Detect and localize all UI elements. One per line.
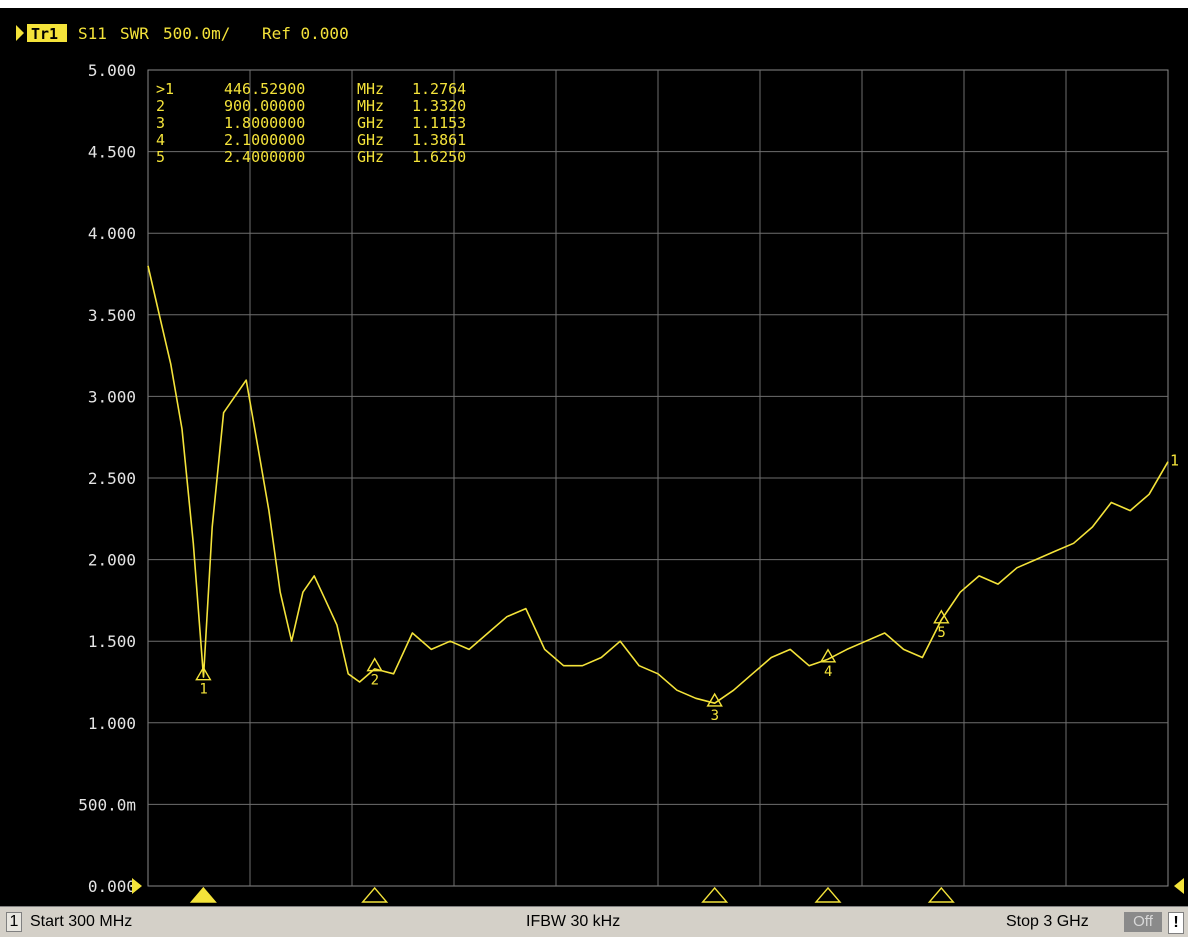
marker-table-unit: GHz xyxy=(357,131,384,149)
marker-4-triangle[interactable] xyxy=(819,648,837,663)
marker-table-frequency: 900.00000 xyxy=(224,97,305,115)
status-bar: 1 Start 300 MHz IFBW 30 kHz Stop 3 GHz O… xyxy=(0,906,1188,937)
trace-scale: 500.0m/ xyxy=(163,24,230,43)
marker-table-frequency: 1.8000000 xyxy=(224,114,305,132)
marker-4-position-icon[interactable] xyxy=(814,886,842,903)
marker-3-triangle[interactable] xyxy=(706,692,723,707)
marker-5-label: 5 xyxy=(937,625,945,641)
marker-table: >1 446.52900 MHz 1.2764 2 900.00000 MHz 1.3320 3… xyxy=(156,80,466,166)
trace-parameter: S11 xyxy=(78,24,107,43)
marker-layer: 1 2 3 4 5 xyxy=(195,609,950,724)
marker-1-label: 1 xyxy=(199,682,207,698)
marker-table-label: 2 xyxy=(156,97,165,115)
correction-off-badge[interactable]: Off xyxy=(1124,912,1162,932)
marker-1-triangle[interactable] xyxy=(195,666,212,681)
ref-level-arrow-icon[interactable] xyxy=(132,878,142,894)
marker-table-value: 1.3320 xyxy=(412,97,466,115)
trace-end-label: 1 xyxy=(1170,452,1179,470)
marker-table-frequency: 446.52900 xyxy=(224,80,305,98)
marker-2-position-icon[interactable] xyxy=(361,886,389,903)
y-tick-label: 3.500 xyxy=(88,306,136,325)
marker-5-position-icon[interactable] xyxy=(927,886,955,903)
start-frequency[interactable]: Start 300 MHz xyxy=(30,913,133,930)
marker-table-frequency: 2.4000000 xyxy=(224,148,305,166)
grid-lines xyxy=(148,70,1168,886)
marker-5-triangle[interactable] xyxy=(933,609,950,624)
stop-frequency[interactable]: Stop 3 GHz xyxy=(1006,913,1089,930)
marker-3-label: 3 xyxy=(711,708,719,724)
y-tick-label: 0.000 xyxy=(88,877,136,896)
marker-table-unit: MHz xyxy=(357,97,384,115)
swr-chart: Tr1 S11 SWR 500.0m/ Ref 0.000 5.000 4.500… xyxy=(16,24,1184,903)
swr-trace-line xyxy=(147,265,1169,705)
marker-3-position-icon[interactable] xyxy=(701,886,729,903)
y-tick-label: 1.500 xyxy=(88,632,136,651)
y-axis-tick-labels: 5.000 4.500 4.000 3.500 3.000 2.500 2.000 1.500… xyxy=(78,61,136,896)
marker-2-label: 2 xyxy=(371,673,379,689)
y-tick-label: 1.000 xyxy=(88,714,136,733)
marker-table-unit: GHz xyxy=(357,148,384,166)
trace-active-arrow-icon xyxy=(16,25,24,41)
marker-table-label: 5 xyxy=(156,148,165,166)
marker-table-label: 3 xyxy=(156,114,165,132)
marker-table-label: 4 xyxy=(156,131,165,149)
marker-table-unit: GHz xyxy=(357,114,384,132)
marker-table-label: >1 xyxy=(156,80,174,98)
trace-format: SWR xyxy=(120,24,149,43)
marker-table-value: 1.1153 xyxy=(412,114,466,132)
marker-4-label: 4 xyxy=(824,664,832,680)
trace-label-box xyxy=(27,24,67,42)
y-tick-label: 2.500 xyxy=(88,469,136,488)
vna-screen: Tr1 S11 SWR 500.0m/ Ref 0.000 5.000 4.500… xyxy=(0,8,1188,906)
marker-table-frequency: 2.1000000 xyxy=(224,131,305,149)
ifbw-setting[interactable]: IFBW 30 kHz xyxy=(526,913,621,930)
trace-layer: 1 xyxy=(147,265,1179,705)
trace-header[interactable]: Tr1 S11 SWR 500.0m/ Ref 0.000 xyxy=(16,24,349,43)
trace-label: Tr1 xyxy=(31,25,58,43)
marker-table-unit: MHz xyxy=(357,80,384,98)
y-tick-label: 2.000 xyxy=(88,551,136,570)
marker-1-position-icon[interactable] xyxy=(189,886,217,903)
y-tick-label: 500.0m xyxy=(78,795,136,814)
bottom-marker-triangles xyxy=(189,886,955,903)
end-arrow-icon xyxy=(1174,878,1184,894)
y-tick-label: 4.500 xyxy=(88,143,136,162)
marker-2-triangle[interactable] xyxy=(366,657,383,672)
y-tick-label: 5.000 xyxy=(88,61,136,80)
y-tick-label: 3.000 xyxy=(88,387,136,406)
marker-table-value: 1.6250 xyxy=(412,148,466,166)
marker-table-value: 1.2764 xyxy=(412,80,466,98)
alert-icon[interactable]: ! xyxy=(1168,912,1184,934)
trace-reference: Ref 0.000 xyxy=(262,24,349,43)
y-tick-label: 4.000 xyxy=(88,224,136,243)
channel-indicator[interactable]: 1 xyxy=(6,912,22,932)
marker-table-value: 1.3861 xyxy=(412,131,466,149)
